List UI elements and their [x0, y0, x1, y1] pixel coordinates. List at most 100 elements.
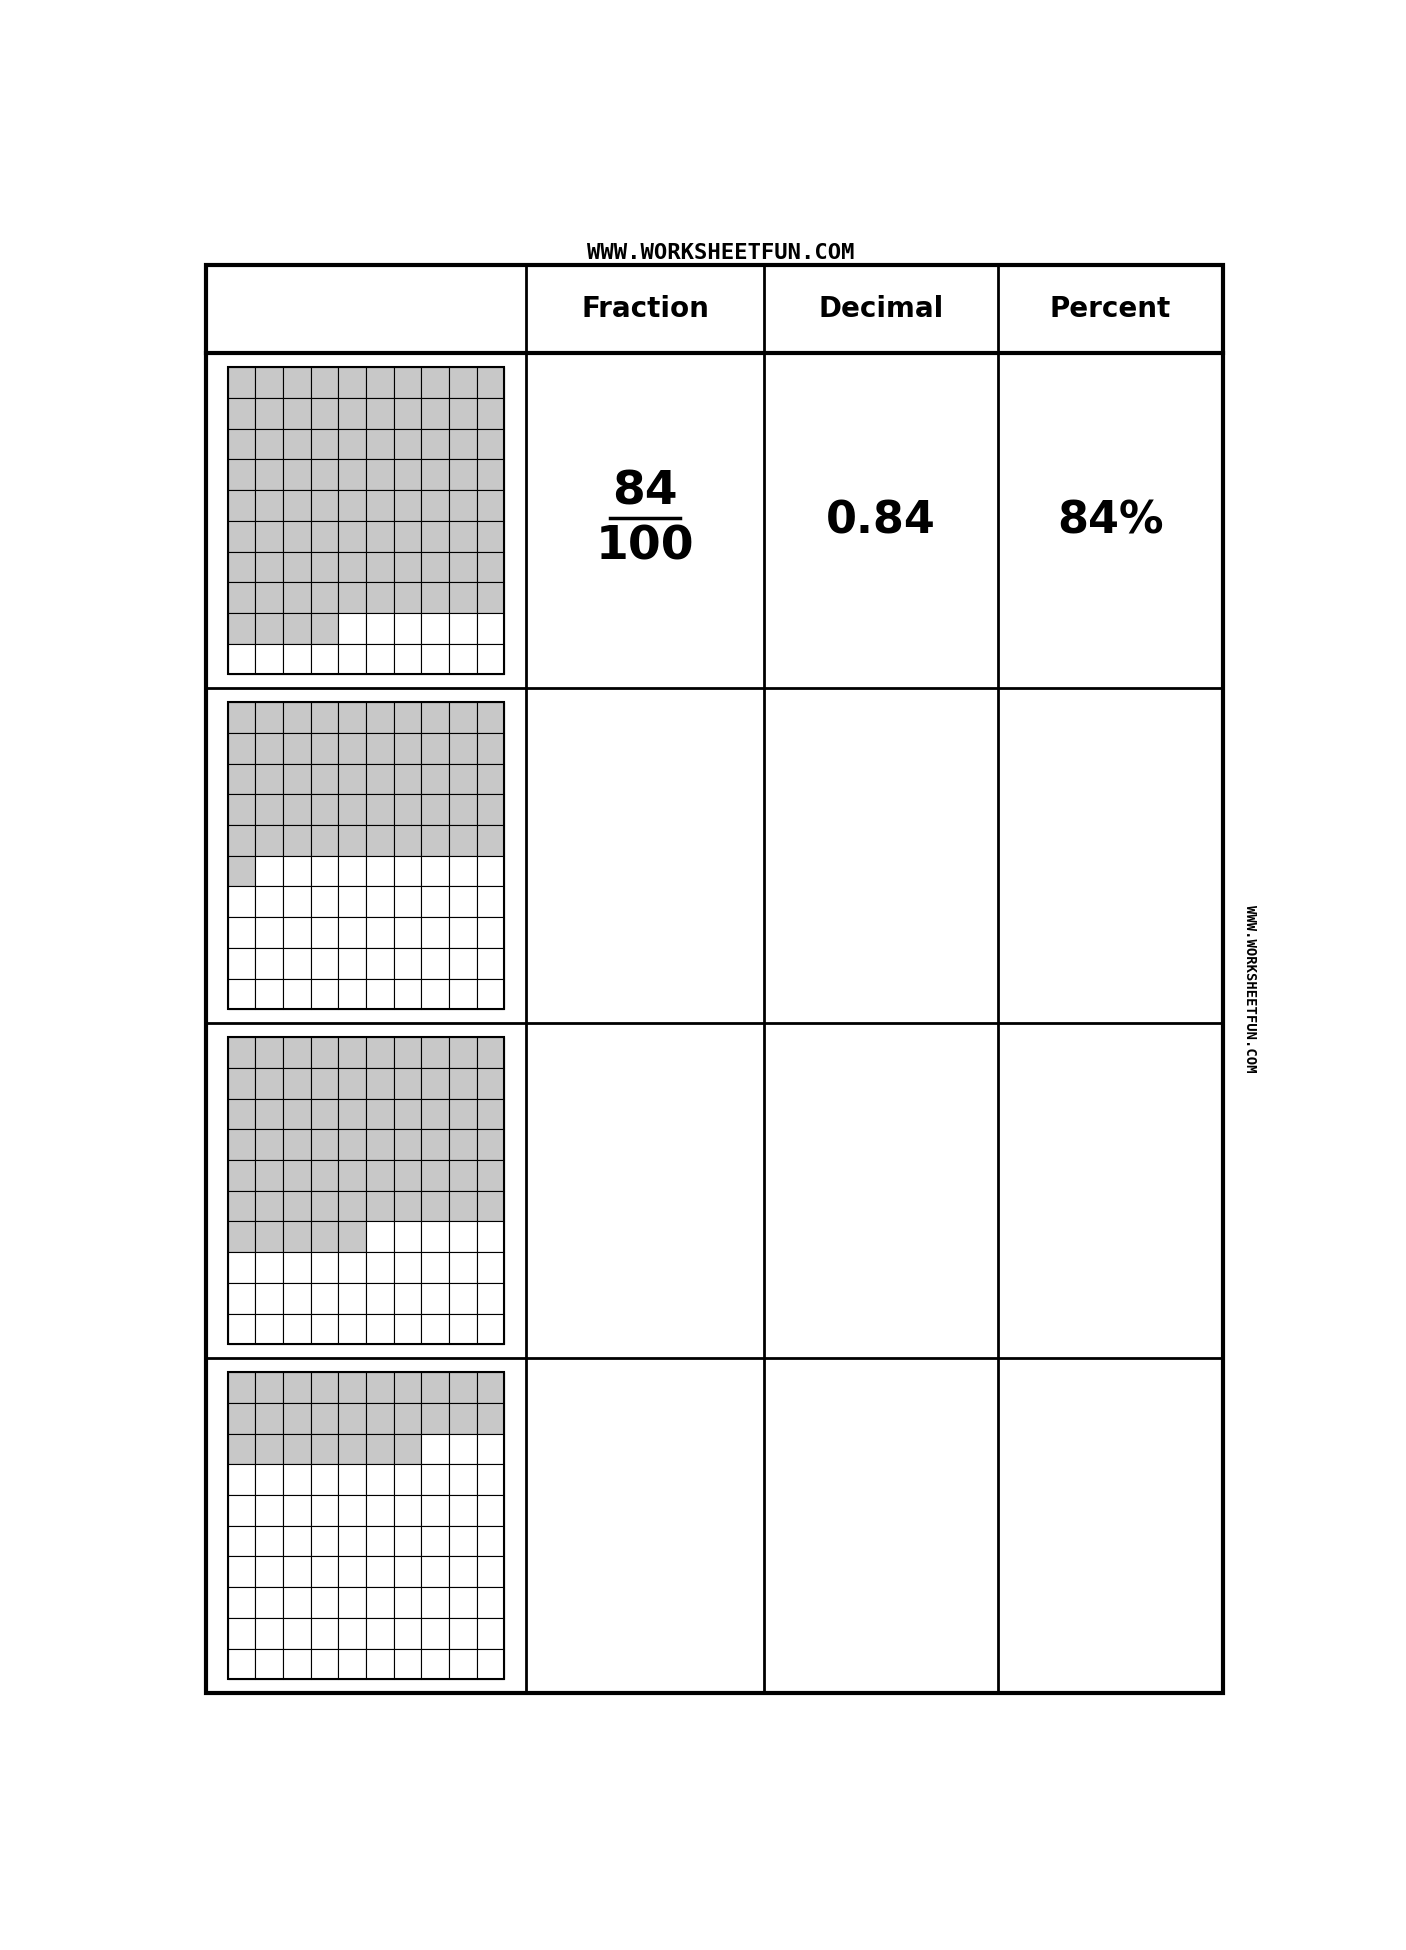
- Bar: [311, 1069, 339, 1098]
- Bar: [228, 367, 256, 398]
- Bar: [256, 979, 283, 1010]
- Bar: [394, 1283, 422, 1314]
- Bar: [311, 794, 339, 825]
- Bar: [339, 825, 366, 856]
- Bar: [228, 948, 256, 979]
- Bar: [366, 429, 394, 460]
- Bar: [311, 1160, 339, 1191]
- Bar: [339, 460, 366, 489]
- Bar: [477, 1037, 505, 1069]
- Bar: [256, 825, 283, 856]
- Bar: [422, 583, 449, 612]
- Bar: [256, 948, 283, 979]
- Bar: [283, 733, 311, 764]
- Bar: [366, 1252, 394, 1283]
- Bar: [422, 1191, 449, 1221]
- Bar: [256, 583, 283, 612]
- Bar: [449, 367, 477, 398]
- Bar: [394, 916, 422, 948]
- Bar: [311, 979, 339, 1010]
- Bar: [477, 1069, 505, 1098]
- Bar: [311, 583, 339, 612]
- Bar: [449, 1221, 477, 1252]
- Bar: [283, 794, 311, 825]
- Bar: [449, 644, 477, 675]
- Bar: [256, 856, 283, 887]
- Bar: [366, 1129, 394, 1160]
- Bar: [339, 1525, 366, 1556]
- Text: WWW.WORKSHEETFUN.COM: WWW.WORKSHEETFUN.COM: [1243, 905, 1257, 1072]
- Bar: [283, 552, 311, 583]
- Bar: [339, 916, 366, 948]
- Bar: [366, 1525, 394, 1556]
- Bar: [228, 1556, 256, 1587]
- Bar: [394, 521, 422, 552]
- Bar: [283, 764, 311, 794]
- Text: Percent: Percent: [1049, 294, 1171, 324]
- Bar: [366, 856, 394, 887]
- Bar: [256, 460, 283, 489]
- Bar: [477, 367, 505, 398]
- Bar: [422, 948, 449, 979]
- Bar: [422, 1314, 449, 1344]
- Bar: [477, 1314, 505, 1344]
- Bar: [422, 1556, 449, 1587]
- Bar: [256, 1556, 283, 1587]
- Bar: [256, 367, 283, 398]
- Bar: [449, 1098, 477, 1129]
- Bar: [311, 1373, 339, 1402]
- Bar: [311, 733, 339, 764]
- Bar: [394, 1191, 422, 1221]
- Bar: [366, 1037, 394, 1069]
- Bar: [228, 1402, 256, 1433]
- Bar: [256, 1098, 283, 1129]
- Bar: [311, 916, 339, 948]
- Bar: [339, 1283, 366, 1314]
- Bar: [422, 887, 449, 916]
- Bar: [228, 1496, 256, 1525]
- Bar: [339, 794, 366, 825]
- Bar: [477, 856, 505, 887]
- Bar: [366, 489, 394, 521]
- Bar: [477, 1496, 505, 1525]
- Bar: [477, 948, 505, 979]
- Bar: [394, 1433, 422, 1464]
- Bar: [394, 552, 422, 583]
- Bar: [283, 1191, 311, 1221]
- Bar: [449, 1556, 477, 1587]
- Bar: [339, 1314, 366, 1344]
- Bar: [311, 367, 339, 398]
- Bar: [422, 1283, 449, 1314]
- Bar: [228, 1069, 256, 1098]
- Bar: [366, 794, 394, 825]
- Bar: [339, 887, 366, 916]
- Bar: [283, 1098, 311, 1129]
- Bar: [449, 1587, 477, 1618]
- Bar: [339, 1252, 366, 1283]
- Bar: [311, 1129, 339, 1160]
- Bar: [339, 856, 366, 887]
- Bar: [366, 1160, 394, 1191]
- Bar: [366, 825, 394, 856]
- Bar: [477, 1433, 505, 1464]
- Bar: [339, 612, 366, 644]
- Bar: [449, 1069, 477, 1098]
- Bar: [311, 1587, 339, 1618]
- Text: 84%: 84%: [1057, 499, 1163, 542]
- Bar: [394, 1525, 422, 1556]
- Bar: [366, 1069, 394, 1098]
- Bar: [256, 1037, 283, 1069]
- Bar: [311, 1433, 339, 1464]
- Bar: [339, 733, 366, 764]
- Bar: [449, 1402, 477, 1433]
- Bar: [477, 1160, 505, 1191]
- Bar: [449, 521, 477, 552]
- Bar: [339, 583, 366, 612]
- Bar: [394, 1314, 422, 1344]
- Bar: [422, 398, 449, 429]
- Bar: [394, 1648, 422, 1679]
- Bar: [283, 1648, 311, 1679]
- Bar: [283, 1525, 311, 1556]
- Bar: [366, 552, 394, 583]
- Bar: [228, 1587, 256, 1618]
